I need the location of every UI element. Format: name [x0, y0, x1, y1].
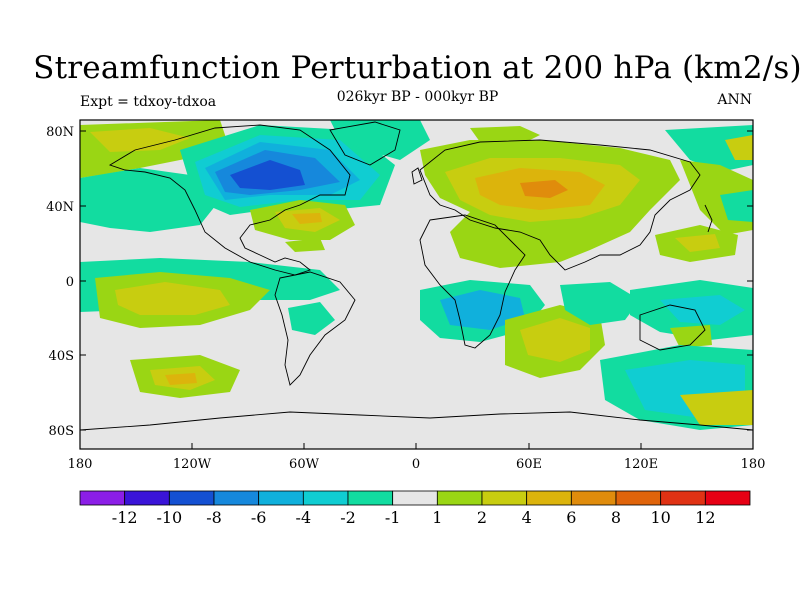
coastline-eurasia [419, 139, 701, 271]
colorbar-swatch [302, 490, 349, 506]
colorbar-swatch [570, 490, 617, 506]
colorbar-label: 2 [477, 508, 487, 527]
colorbar-label: -8 [206, 508, 222, 527]
coastline-japan [704, 204, 713, 233]
lat-tick-label: 40N [46, 200, 74, 215]
contour-region [115, 282, 230, 315]
contour-region [520, 180, 568, 198]
contour-region [665, 125, 753, 172]
chart-subtitle: 026kyr BP - 000kyr BP [336, 89, 499, 105]
colorbar-swatch [392, 490, 438, 506]
colorbar-label: -1 [385, 508, 401, 527]
colorbar-label: -2 [340, 508, 356, 527]
map-panel: 80N 40N 0 40S 80S 180 120W 60W 0 60E 120… [46, 119, 766, 472]
coastline-greenland [329, 121, 401, 166]
contour-region [288, 302, 335, 335]
contour-region [440, 290, 525, 330]
colorbar-swatch [704, 490, 751, 506]
lon-tick-label: 180 [68, 457, 93, 472]
colorbar-swatch [347, 490, 394, 506]
colorbar-swatch [124, 490, 170, 506]
lat-tick-label: 0 [66, 275, 74, 290]
contour-region [670, 325, 712, 348]
colorbar-swatch [526, 490, 572, 506]
colorbar-label: 4 [522, 508, 532, 527]
coastlines [80, 121, 753, 431]
coastline-australia [639, 304, 706, 351]
contour-region [90, 128, 190, 152]
lon-tick-label: 120W [173, 457, 212, 472]
colorbar-label: 6 [566, 508, 576, 527]
colorbar-swatch [660, 490, 706, 506]
lon-ticks [79, 443, 754, 449]
colorbar-swatch [258, 490, 304, 506]
lat-tick-label: 40S [49, 349, 74, 364]
colorbar-swatch [615, 490, 662, 506]
coastline-antarctica [80, 411, 753, 431]
coastline-uk [411, 167, 423, 185]
colorbar-swatch [436, 490, 483, 506]
colorbar-swatch [213, 490, 260, 506]
lon-tick-label: 60W [289, 457, 320, 472]
colorbar-label: 8 [611, 508, 621, 527]
contour-region [560, 282, 640, 325]
chart-title: Streamfunction Perturbation at 200 hPa (… [33, 50, 800, 86]
contour-region [165, 373, 197, 385]
season-label: ANN [717, 92, 752, 108]
colorbar-swatch [168, 490, 215, 506]
experiment-label: Expt = tdxoy-tdxoa [80, 94, 217, 110]
contour-region [660, 295, 745, 325]
lon-tick-label: 180 [741, 457, 766, 472]
colorbar: -12 -10 -8 -6 -4 -2 -1 1 2 4 6 8 10 12 [79, 490, 751, 527]
contour-region [330, 120, 430, 160]
lon-tick-label: 0 [412, 457, 420, 472]
colorbar-swatch [79, 490, 126, 506]
contour-region [292, 213, 322, 224]
colorbar-label: 12 [695, 508, 715, 527]
contour-region [285, 238, 325, 252]
colorbar-label: 10 [650, 508, 670, 527]
colorbar-label: -10 [156, 508, 182, 527]
lon-tick-label: 120E [624, 457, 658, 472]
colorbar-swatch [481, 490, 528, 506]
lat-ticks [80, 130, 753, 431]
contour-region [720, 190, 753, 222]
contour-region [680, 390, 753, 425]
contour-fills [80, 120, 753, 430]
lon-tick-label: 60E [516, 457, 542, 472]
coastline-north-america [108, 124, 351, 276]
colorbar-label: -4 [296, 508, 312, 527]
colorbar-label: -6 [251, 508, 267, 527]
colorbar-label: -12 [112, 508, 138, 527]
contour-region [520, 318, 590, 362]
contour-region [230, 160, 305, 190]
coastline-africa [419, 214, 526, 349]
lat-tick-label: 80N [46, 125, 74, 140]
lat-tick-label: 80S [49, 424, 74, 439]
contour-region [80, 168, 220, 232]
contour-region [725, 135, 753, 160]
coastline-south-america [274, 271, 356, 386]
contour-region [675, 234, 720, 252]
colorbar-label: 1 [432, 508, 442, 527]
